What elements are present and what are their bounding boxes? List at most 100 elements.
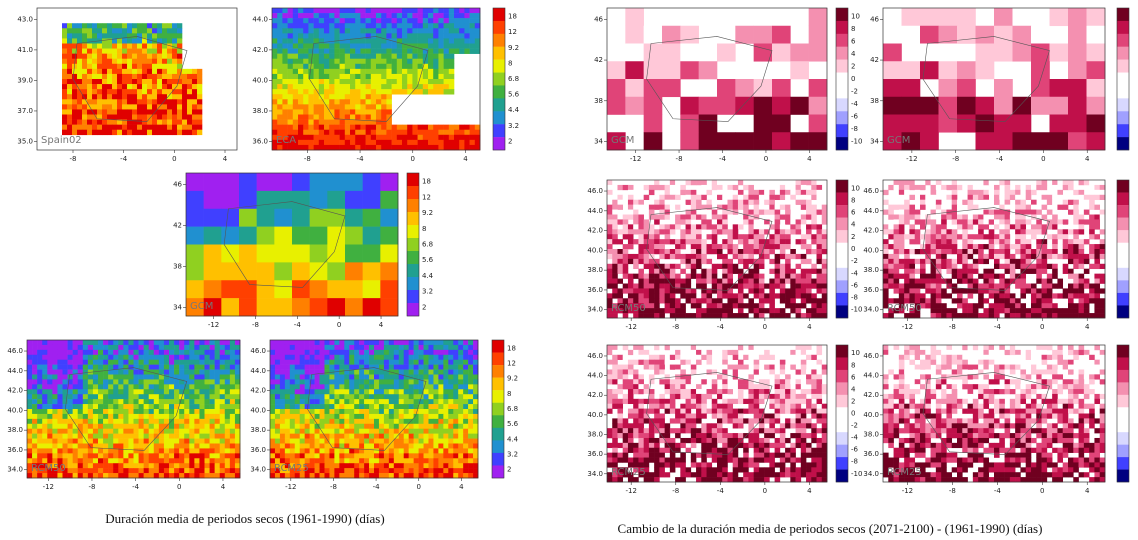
map-cell [364,369,370,375]
map-cell [811,219,817,225]
map-cell [224,369,231,375]
map-cell [753,224,760,230]
map-cell [167,119,173,125]
map-cell [103,354,109,361]
map-cell [659,229,665,235]
map-cell [407,79,413,85]
map-cell [67,23,73,29]
map-cell [383,354,390,361]
map-cell [123,379,129,385]
map-cell [199,394,205,400]
map-cell [454,18,460,24]
x-tick-label: -4 [357,155,365,163]
map-cell [423,369,429,375]
map-cell [152,23,158,29]
map-cell [627,253,634,260]
map-cell [355,144,361,151]
x-tick-label: -8 [330,483,337,491]
map-cell [468,473,474,479]
map-cell [204,384,210,390]
map-cell [468,409,474,415]
map-cell [458,473,464,479]
map-cell [219,463,226,469]
map-cell [299,359,305,365]
map-cell [344,84,351,90]
map-cell [706,219,713,225]
map-cell [272,23,278,29]
map-cell [324,364,330,370]
map-cell [204,409,210,415]
map-cell [453,404,459,410]
map-cell [294,379,301,385]
map-cell [209,458,215,464]
map-cell [221,226,240,245]
map-cell [370,68,377,75]
map-cell [47,369,53,375]
map-cell [284,354,291,361]
map-cell [92,468,99,474]
map-cell [179,374,185,380]
map-cell [239,190,257,210]
map-cell [329,443,335,449]
map-cell [179,428,185,434]
map-cell [177,119,183,125]
map-cell [779,229,786,235]
map-cell [97,33,103,39]
map-cell [607,224,613,230]
map-cell [167,124,173,131]
map-cell [474,23,481,29]
map-cell [339,399,345,405]
map-cell [314,428,320,434]
map-cell [62,399,68,405]
map-cell [339,428,345,434]
map-cell [622,224,629,230]
map-cell [360,119,366,125]
map-cell [132,53,138,60]
map-cell [901,96,921,115]
map-cell [388,463,395,469]
x-tick-label: -4 [373,483,381,491]
map-cell [376,119,382,125]
map-cell [785,253,791,260]
map-cell [287,89,294,95]
map-cell [433,79,439,85]
map-cell [758,263,765,270]
map-cell [256,226,275,245]
map-cell [339,418,345,425]
map-cell [800,194,807,201]
map-cell [428,443,434,449]
map-cell [274,344,281,351]
map-cell [292,144,299,151]
map-cell [52,384,58,390]
map-cell [474,38,481,44]
map-cell [711,194,718,201]
x-tick-label: -4 [294,321,302,329]
map-cell [299,340,305,346]
map-cell [370,63,377,70]
map-cell [42,359,48,365]
map-cell [32,354,38,361]
map-cell [224,458,231,464]
map-cell [148,463,155,469]
map-cell [62,433,68,439]
map-cell [274,173,293,192]
map-cell [214,384,221,390]
map-cell [349,468,355,474]
map-cell [369,354,375,361]
map-cell [821,244,828,250]
map-cell [277,13,283,19]
map-cell [47,384,53,390]
map-cell [153,399,160,405]
map-cell [459,144,465,151]
map-cell [448,468,454,474]
map-cell [443,379,449,385]
map-cell [735,25,754,44]
map-cell [464,48,470,54]
map-cell [662,61,681,80]
map-cell [82,349,89,356]
map-cell [374,394,380,400]
map-cell [359,453,365,459]
map-cell [433,448,439,454]
map-cell [350,134,356,141]
map-cell [758,204,765,210]
